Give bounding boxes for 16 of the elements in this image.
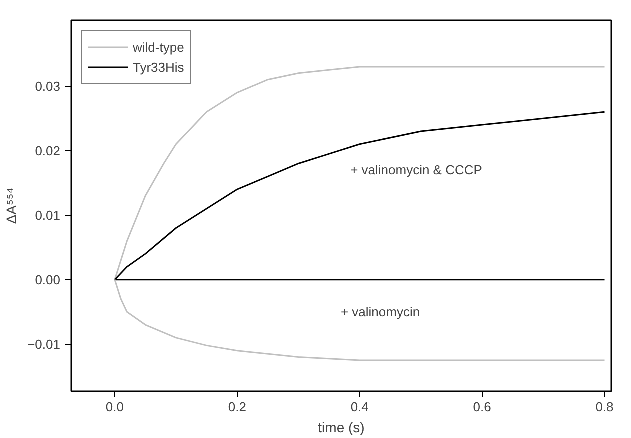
x-axis-title: time (s) [318,420,365,436]
y-tick-label: −0.01 [28,336,61,352]
x-tick-label: 0.8 [596,400,614,414]
y-tick-label: 0.03 [35,78,61,94]
x-tick-label: 0.0 [106,400,124,414]
legend-label: wild-type [133,40,184,54]
annotation: + valinomycin [340,304,420,320]
x-tick-label: 0.2 [228,400,246,414]
x-tick-label: 0.6 [473,400,492,414]
x-tick-label: 0.4 [350,400,369,414]
y-tick-label: 0.01 [35,208,61,223]
y-tick-label: 0.00 [35,272,61,288]
legend-label: Tyr33His [133,60,184,74]
annotation: + valinomycin & CCCP [350,162,482,178]
y-axis-title: ΔA⁵⁵⁴ [4,188,20,224]
y-tick-label: 0.02 [35,143,61,158]
